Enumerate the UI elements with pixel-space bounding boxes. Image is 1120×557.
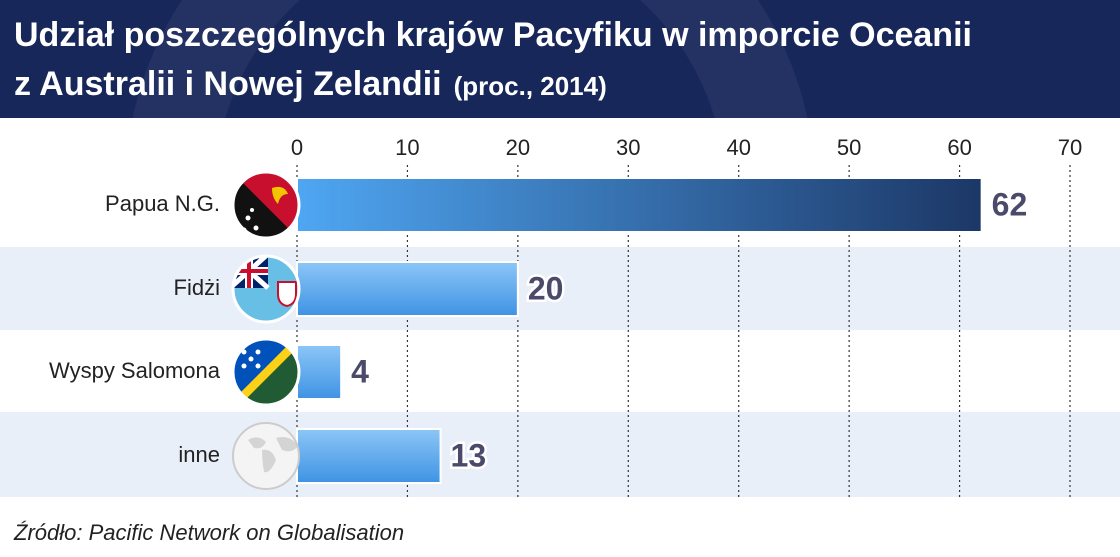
chart-subtitle: (proc., 2014) <box>454 71 607 101</box>
row-band <box>0 247 1120 330</box>
x-tick-label: 50 <box>837 135 861 160</box>
category-label: inne <box>178 442 220 467</box>
value-label: 13 <box>451 437 487 473</box>
x-tick-label: 70 <box>1058 135 1082 160</box>
bar <box>296 428 442 484</box>
category-label: Wyspy Salomona <box>49 358 221 383</box>
x-tick-label: 60 <box>947 135 971 160</box>
x-tick-label: 20 <box>506 135 530 160</box>
x-tick-label: 30 <box>616 135 640 160</box>
globe <box>233 423 299 489</box>
x-tick-label: 40 <box>726 135 750 160</box>
category-label: Papua N.G. <box>105 191 220 216</box>
value-label: 4 <box>351 353 369 389</box>
value-label: 20 <box>528 270 564 306</box>
bar <box>296 261 519 317</box>
x-tick-label: 10 <box>395 135 419 160</box>
flag-png <box>233 172 299 238</box>
category-label: Fidżi <box>174 275 220 300</box>
flag-solomon <box>233 339 299 405</box>
flag-border <box>231 254 301 324</box>
flag-border <box>231 170 301 240</box>
source: Źródło: Pacific Network on Globalisation <box>13 520 404 545</box>
flag-border <box>232 422 300 490</box>
bar <box>296 344 343 400</box>
chart-title: Udział poszczególnych krajów Pacyfiku w … <box>14 16 972 54</box>
row-band <box>0 412 1120 497</box>
x-tick-label: 0 <box>291 135 303 160</box>
bar <box>296 177 983 233</box>
flag-border <box>231 337 301 407</box>
flags <box>231 170 301 490</box>
bars: Papua N.G. 62 Fidżi 20 Wyspy Salomona 4 inne 13 <box>49 177 1030 484</box>
flag-fiji <box>233 256 299 322</box>
chart-title: z Australii i Nowej Zelandii <box>14 65 442 103</box>
header <box>0 0 1120 118</box>
value-label: 62 <box>992 186 1028 222</box>
